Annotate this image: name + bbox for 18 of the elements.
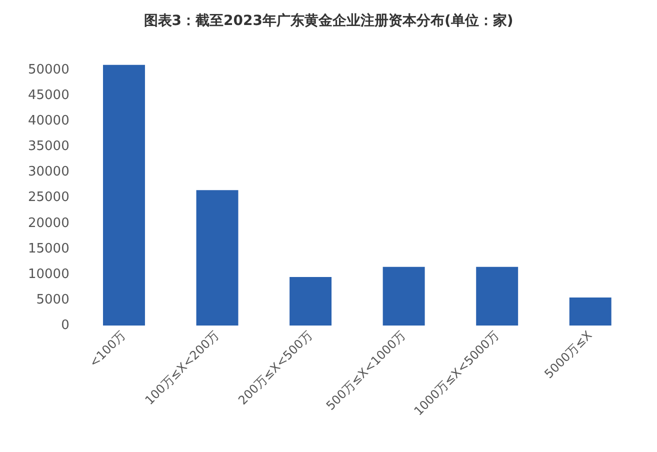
y-tick-label: 35000 (28, 139, 70, 154)
y-tick-label: 15000 (28, 241, 70, 256)
y-tick-label: 30000 (28, 164, 70, 180)
y-tick-label: 25000 (28, 190, 70, 206)
bar (290, 277, 332, 326)
y-tick-label: 20000 (28, 216, 70, 231)
bar (569, 298, 612, 326)
bar (196, 190, 238, 326)
y-tick-label: 10000 (28, 266, 70, 282)
y-tick-label: 0 (61, 318, 70, 333)
y-tick-label: 45000 (28, 88, 70, 103)
bar (103, 64, 145, 326)
y-tick-label: 40000 (28, 114, 70, 129)
y-tick-label: 50000 (28, 62, 70, 78)
bar (382, 266, 425, 326)
bar (476, 266, 518, 326)
chart-title: 图表3：截至2023年广东黄金企业注册资本分布(单位：家) (144, 12, 514, 30)
y-tick-label: 5000 (36, 292, 70, 308)
